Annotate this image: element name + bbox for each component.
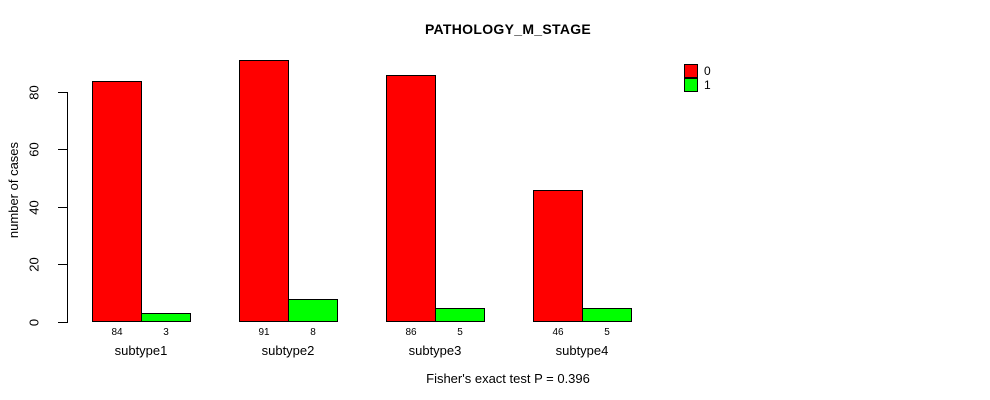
bar-count-label: 91 (258, 327, 270, 338)
legend-swatch-0 (684, 64, 698, 78)
y-tick (58, 321, 68, 323)
bar-0-subtype4 (533, 189, 583, 322)
bar-count-label: 8 (310, 327, 316, 338)
bar-count-label: 84 (111, 327, 123, 338)
category-label-subtype3: subtype3 (408, 343, 462, 358)
category-label-subtype2: subtype2 (261, 343, 315, 358)
bar-1-subtype2 (288, 299, 338, 322)
bar-1-subtype1 (141, 313, 191, 322)
bar-count-label: 5 (604, 327, 610, 338)
bar-count-label: 46 (552, 327, 564, 338)
legend-swatch-1 (684, 78, 698, 92)
bar-count-label: 5 (457, 327, 463, 338)
y-tick (58, 149, 68, 150)
bar-count-label: 3 (163, 327, 169, 338)
bar-0-subtype2 (239, 60, 289, 322)
y-tick-label: 20 (26, 257, 42, 272)
bar-count-label: 86 (405, 327, 417, 338)
bar-1-subtype4 (582, 307, 632, 322)
y-axis-line (67, 92, 68, 323)
y-tick (58, 91, 68, 93)
y-tick-label: 80 (26, 84, 42, 100)
legend-item-1: 1 (684, 78, 711, 92)
category-label-subtype1: subtype1 (114, 343, 168, 358)
legend-label: 1 (704, 78, 711, 92)
y-tick-label: 0 (26, 318, 42, 326)
bar-0-subtype3 (386, 74, 436, 322)
legend-item-0: 0 (684, 64, 711, 78)
y-tick (58, 264, 68, 265)
bar-0-subtype1 (92, 80, 142, 322)
chart-title: PATHOLOGY_M_STAGE (424, 21, 592, 37)
y-tick-label: 60 (26, 142, 42, 157)
fisher-test-annotation: Fisher's exact test P = 0.396 (426, 371, 590, 386)
y-tick (58, 206, 68, 208)
legend-label: 0 (704, 64, 711, 78)
category-label-subtype4: subtype4 (555, 343, 609, 358)
y-tick-label: 40 (26, 199, 42, 215)
bar-1-subtype3 (435, 307, 485, 322)
